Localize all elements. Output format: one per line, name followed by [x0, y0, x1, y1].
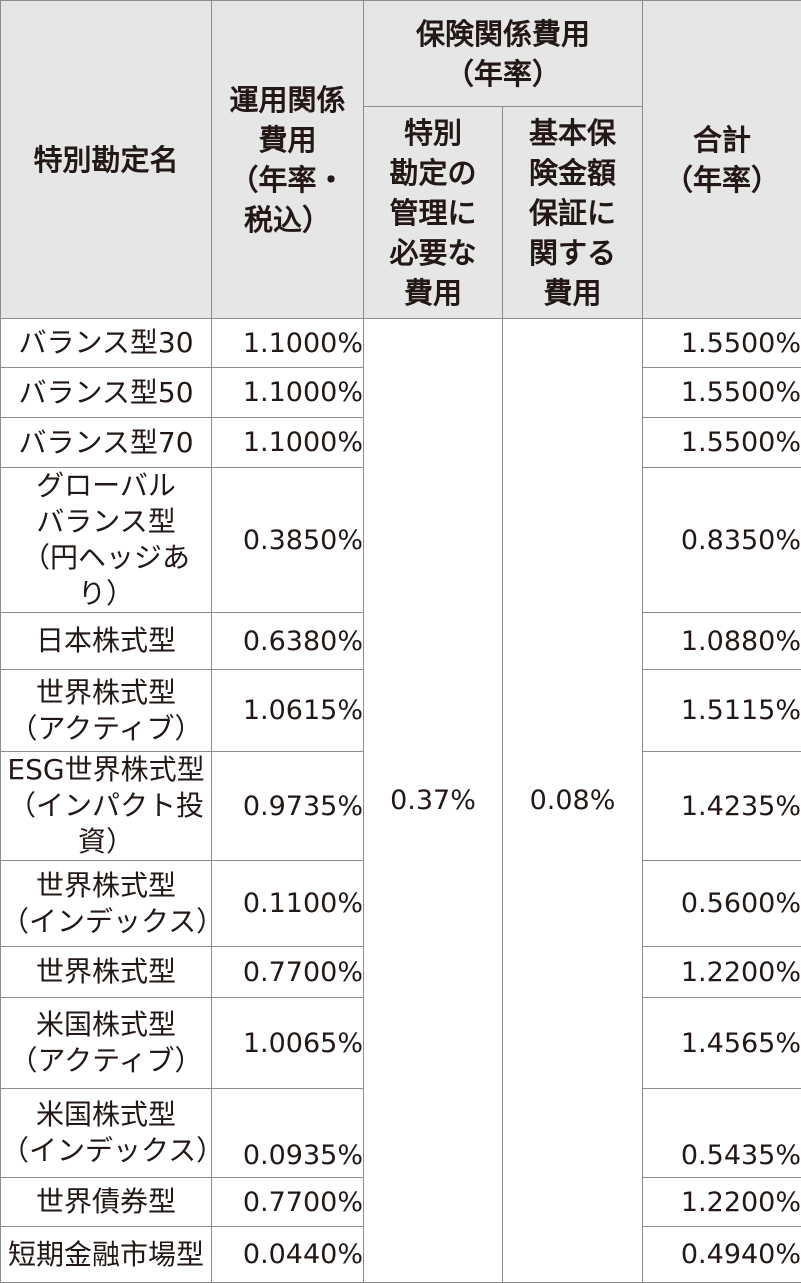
- header-account-name: 特別勘定名: [1, 1, 212, 319]
- table-row: バランス型30 1.1000% 0.37% 0.08% 1.5500%: [1, 319, 801, 368]
- account-name: グローバル バランス型 （円ヘッジあり）: [1, 468, 212, 613]
- total-fee: 1.5500%: [643, 319, 801, 368]
- total-fee: 1.5500%: [643, 368, 801, 418]
- account-name: 米国株式型 （インデックス）: [1, 1089, 212, 1178]
- operation-fee: 0.9735%: [212, 752, 364, 861]
- operation-fee: 1.0065%: [212, 998, 364, 1089]
- operation-fee: 0.1100%: [212, 861, 364, 947]
- account-name: 世界株式型 （インデックス）: [1, 861, 212, 947]
- total-fee: 0.5435%: [643, 1089, 801, 1178]
- account-name: バランス型50: [1, 368, 212, 418]
- header-insurance-fee-group: 保険関係費用 （年率）: [364, 1, 643, 107]
- operation-fee: 0.6380%: [212, 613, 364, 670]
- header-management-fee: 特別 勘定の 管理に 必要な 費用: [364, 107, 503, 319]
- operation-fee: 0.7700%: [212, 1178, 364, 1227]
- total-fee: 1.0880%: [643, 613, 801, 670]
- total-fee: 1.4565%: [643, 998, 801, 1089]
- total-fee: 0.4940%: [643, 1227, 801, 1283]
- account-name: 世界株式型 （アクティブ）: [1, 670, 212, 752]
- total-fee: 1.2200%: [643, 947, 801, 998]
- operation-fee: 0.0935%: [212, 1089, 364, 1178]
- header-operation-fee: 運用関係 費用 （年率・ 税込）: [212, 1, 364, 319]
- account-name: バランス型30: [1, 319, 212, 368]
- total-fee: 0.5600%: [643, 861, 801, 947]
- account-name: 短期金融市場型: [1, 1227, 212, 1283]
- management-fee-shared: 0.37%: [364, 319, 503, 1283]
- total-fee: 1.5500%: [643, 418, 801, 468]
- account-name: 米国株式型 （アクティブ）: [1, 998, 212, 1089]
- operation-fee: 1.1000%: [212, 368, 364, 418]
- account-name: 日本株式型: [1, 613, 212, 670]
- account-name: ESG世界株式型 （インパクト投資）: [1, 752, 212, 861]
- operation-fee: 0.0440%: [212, 1227, 364, 1283]
- guarantee-fee-shared: 0.08%: [503, 319, 643, 1283]
- account-name: 世界株式型: [1, 947, 212, 998]
- account-name: バランス型70: [1, 418, 212, 468]
- operation-fee: 1.1000%: [212, 319, 364, 368]
- total-fee: 0.8350%: [643, 468, 801, 613]
- operation-fee: 1.0615%: [212, 670, 364, 752]
- total-fee: 1.4235%: [643, 752, 801, 861]
- account-name: 世界債券型: [1, 1178, 212, 1227]
- total-fee: 1.2200%: [643, 1178, 801, 1227]
- operation-fee: 1.1000%: [212, 418, 364, 468]
- total-fee: 1.5115%: [643, 670, 801, 752]
- header-guarantee-fee: 基本保 険金額 保証に 関する 費用: [503, 107, 643, 319]
- operation-fee: 0.3850%: [212, 468, 364, 613]
- operation-fee: 0.7700%: [212, 947, 364, 998]
- header-total: 合計 （年率）: [643, 1, 801, 319]
